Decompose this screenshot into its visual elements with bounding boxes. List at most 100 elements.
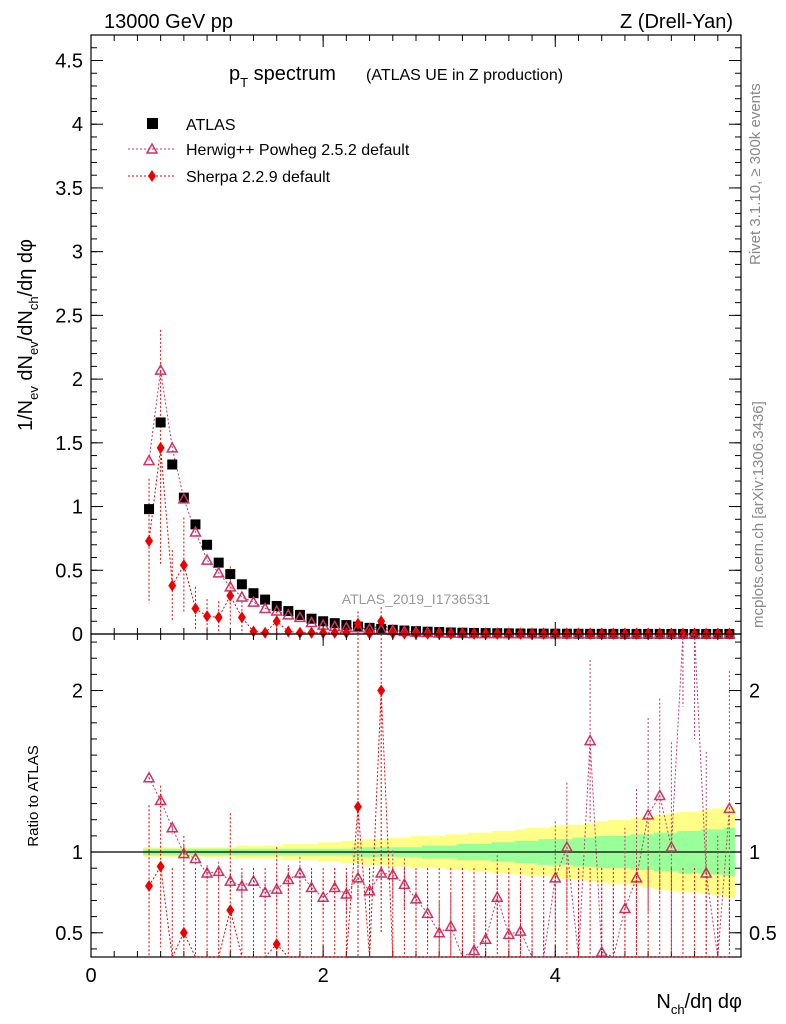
herwig-ratio-point	[165, 821, 179, 833]
x-axis-title: Nch/dη dφ	[656, 991, 742, 1017]
herwig-point	[177, 492, 191, 504]
atlas-point	[376, 623, 387, 634]
sherpa-ratio-point	[353, 800, 362, 813]
herwig-point	[305, 615, 318, 628]
herwig-point	[235, 590, 249, 602]
ratio-y-tick-label-right: 0.5	[749, 923, 777, 945]
sherpa-point	[342, 626, 351, 639]
plot-subtitle: (ATLAS UE in Z production)	[366, 67, 563, 84]
herwig-ratio-line	[589, 740, 603, 953]
ratio-y-tick-label-right: 1	[749, 842, 760, 864]
herwig-ratio-line	[473, 938, 486, 951]
atlas-point	[329, 618, 340, 629]
y-tick-label: 3.5	[55, 178, 83, 200]
atlas-point	[202, 539, 213, 550]
herwig-ratio-line	[369, 872, 382, 892]
herwig-ratio-point	[212, 864, 225, 877]
atlas-point	[260, 594, 271, 605]
legend-label-herwig: Herwig++ Powheg 2.5.2 default	[186, 142, 410, 159]
y-tick-label: 2.5	[55, 305, 83, 327]
ratio-y-tick-label: 1	[72, 842, 83, 864]
herwig-ratio-line	[636, 814, 649, 878]
herwig-point	[189, 525, 202, 537]
legend-marker-sherpa	[148, 170, 156, 182]
atlas-point	[225, 569, 236, 580]
herwig-ratio-point	[224, 874, 237, 886]
herwig-ratio-point	[583, 734, 597, 746]
ratio-y-tick-label: 0.5	[55, 923, 83, 945]
sherpa-ratio-line	[345, 806, 359, 958]
herwig-ratio-line	[624, 877, 638, 909]
sherpa-ratio-point	[272, 938, 281, 951]
herwig-ratio-line	[659, 795, 672, 848]
sherpa-ratio-point	[156, 860, 165, 873]
atlas-point	[213, 557, 224, 568]
herwig-ratio-point	[665, 840, 678, 852]
herwig-ratio-point	[305, 881, 318, 893]
sherpa-point	[295, 626, 304, 639]
sherpa-point	[353, 617, 362, 630]
herwig-ratio-line	[612, 908, 626, 958]
herwig-ratio-point	[560, 840, 574, 852]
sherpa-ratio-line	[357, 806, 371, 958]
sherpa-ratio-point	[377, 684, 386, 697]
herwig-ratio-point	[502, 927, 516, 940]
sherpa-point	[284, 625, 293, 638]
sherpa-ratio-point	[226, 904, 235, 917]
herwig-ratio-line	[554, 847, 568, 879]
herwig-ratio-point	[351, 871, 365, 883]
sherpa-ratio-line	[171, 932, 185, 958]
atlas-point	[248, 588, 259, 599]
herwig-ratio-line	[485, 897, 498, 940]
analysis-watermark: ATLAS_2019_I1736531	[342, 591, 491, 607]
herwig-ratio-line	[566, 847, 579, 958]
y-axis-title: 1/Nev dNev/dNch/dη dφ	[15, 239, 41, 431]
y-tick-label: 0.5	[55, 560, 83, 582]
ratio-axis-title: Ratio to ATLAS	[25, 745, 42, 846]
sherpa-point	[168, 579, 177, 592]
herwig-ratio-point	[467, 943, 481, 956]
sherpa-ratio-line	[369, 690, 382, 958]
herwig-ratio-line	[322, 887, 336, 898]
sherpa-point	[307, 626, 316, 639]
herwig-point	[200, 553, 214, 565]
herwig-ratio-point	[328, 881, 342, 893]
sherpa-point	[156, 441, 165, 454]
sherpa-ratio-point	[179, 926, 188, 939]
y-tick-label: 0	[72, 624, 83, 646]
sherpa-ratio-point	[145, 879, 154, 892]
plot-title: pT spectrum	[229, 63, 336, 90]
herwig-ratio-point	[374, 866, 388, 878]
herwig-ratio-point	[189, 851, 202, 864]
header-left: 13000 GeV pp	[104, 11, 233, 33]
herwig-ratio-line	[299, 872, 312, 888]
sherpa-point	[365, 627, 374, 640]
mcplots-label: mcplots.cern.ch [arXiv:1306.3436]	[750, 401, 767, 628]
atlas-point	[190, 519, 201, 530]
herwig-ratio-line	[543, 877, 556, 958]
herwig-ratio-point	[282, 872, 295, 885]
atlas-point	[167, 459, 178, 470]
sherpa-ratio-line	[160, 866, 173, 958]
rivet-label: Rivet 3.1.10, ≥ 300k events	[747, 83, 764, 265]
herwig-ratio-point	[363, 884, 376, 896]
herwig-ratio-line	[404, 884, 417, 900]
herwig-ratio-point	[653, 788, 667, 801]
herwig-ratio-line	[670, 633, 684, 848]
herwig-ratio-point	[479, 932, 492, 944]
sherpa-point	[237, 611, 246, 624]
sherpa-point	[203, 610, 212, 623]
herwig-ratio-point	[142, 771, 156, 783]
sherpa-ratio-line	[264, 943, 278, 958]
herwig-ratio-line	[462, 950, 475, 958]
sherpa-ratio-line	[229, 910, 243, 958]
sherpa-point	[191, 602, 200, 615]
herwig-ratio-point	[154, 793, 167, 806]
atlas-point	[144, 504, 155, 515]
herwig-ratio-point	[641, 808, 655, 820]
sherpa-point	[145, 534, 154, 547]
atlas-point	[178, 492, 189, 503]
herwig-point	[212, 566, 225, 578]
herwig-point	[270, 604, 283, 616]
herwig-ratio-point	[409, 892, 423, 904]
